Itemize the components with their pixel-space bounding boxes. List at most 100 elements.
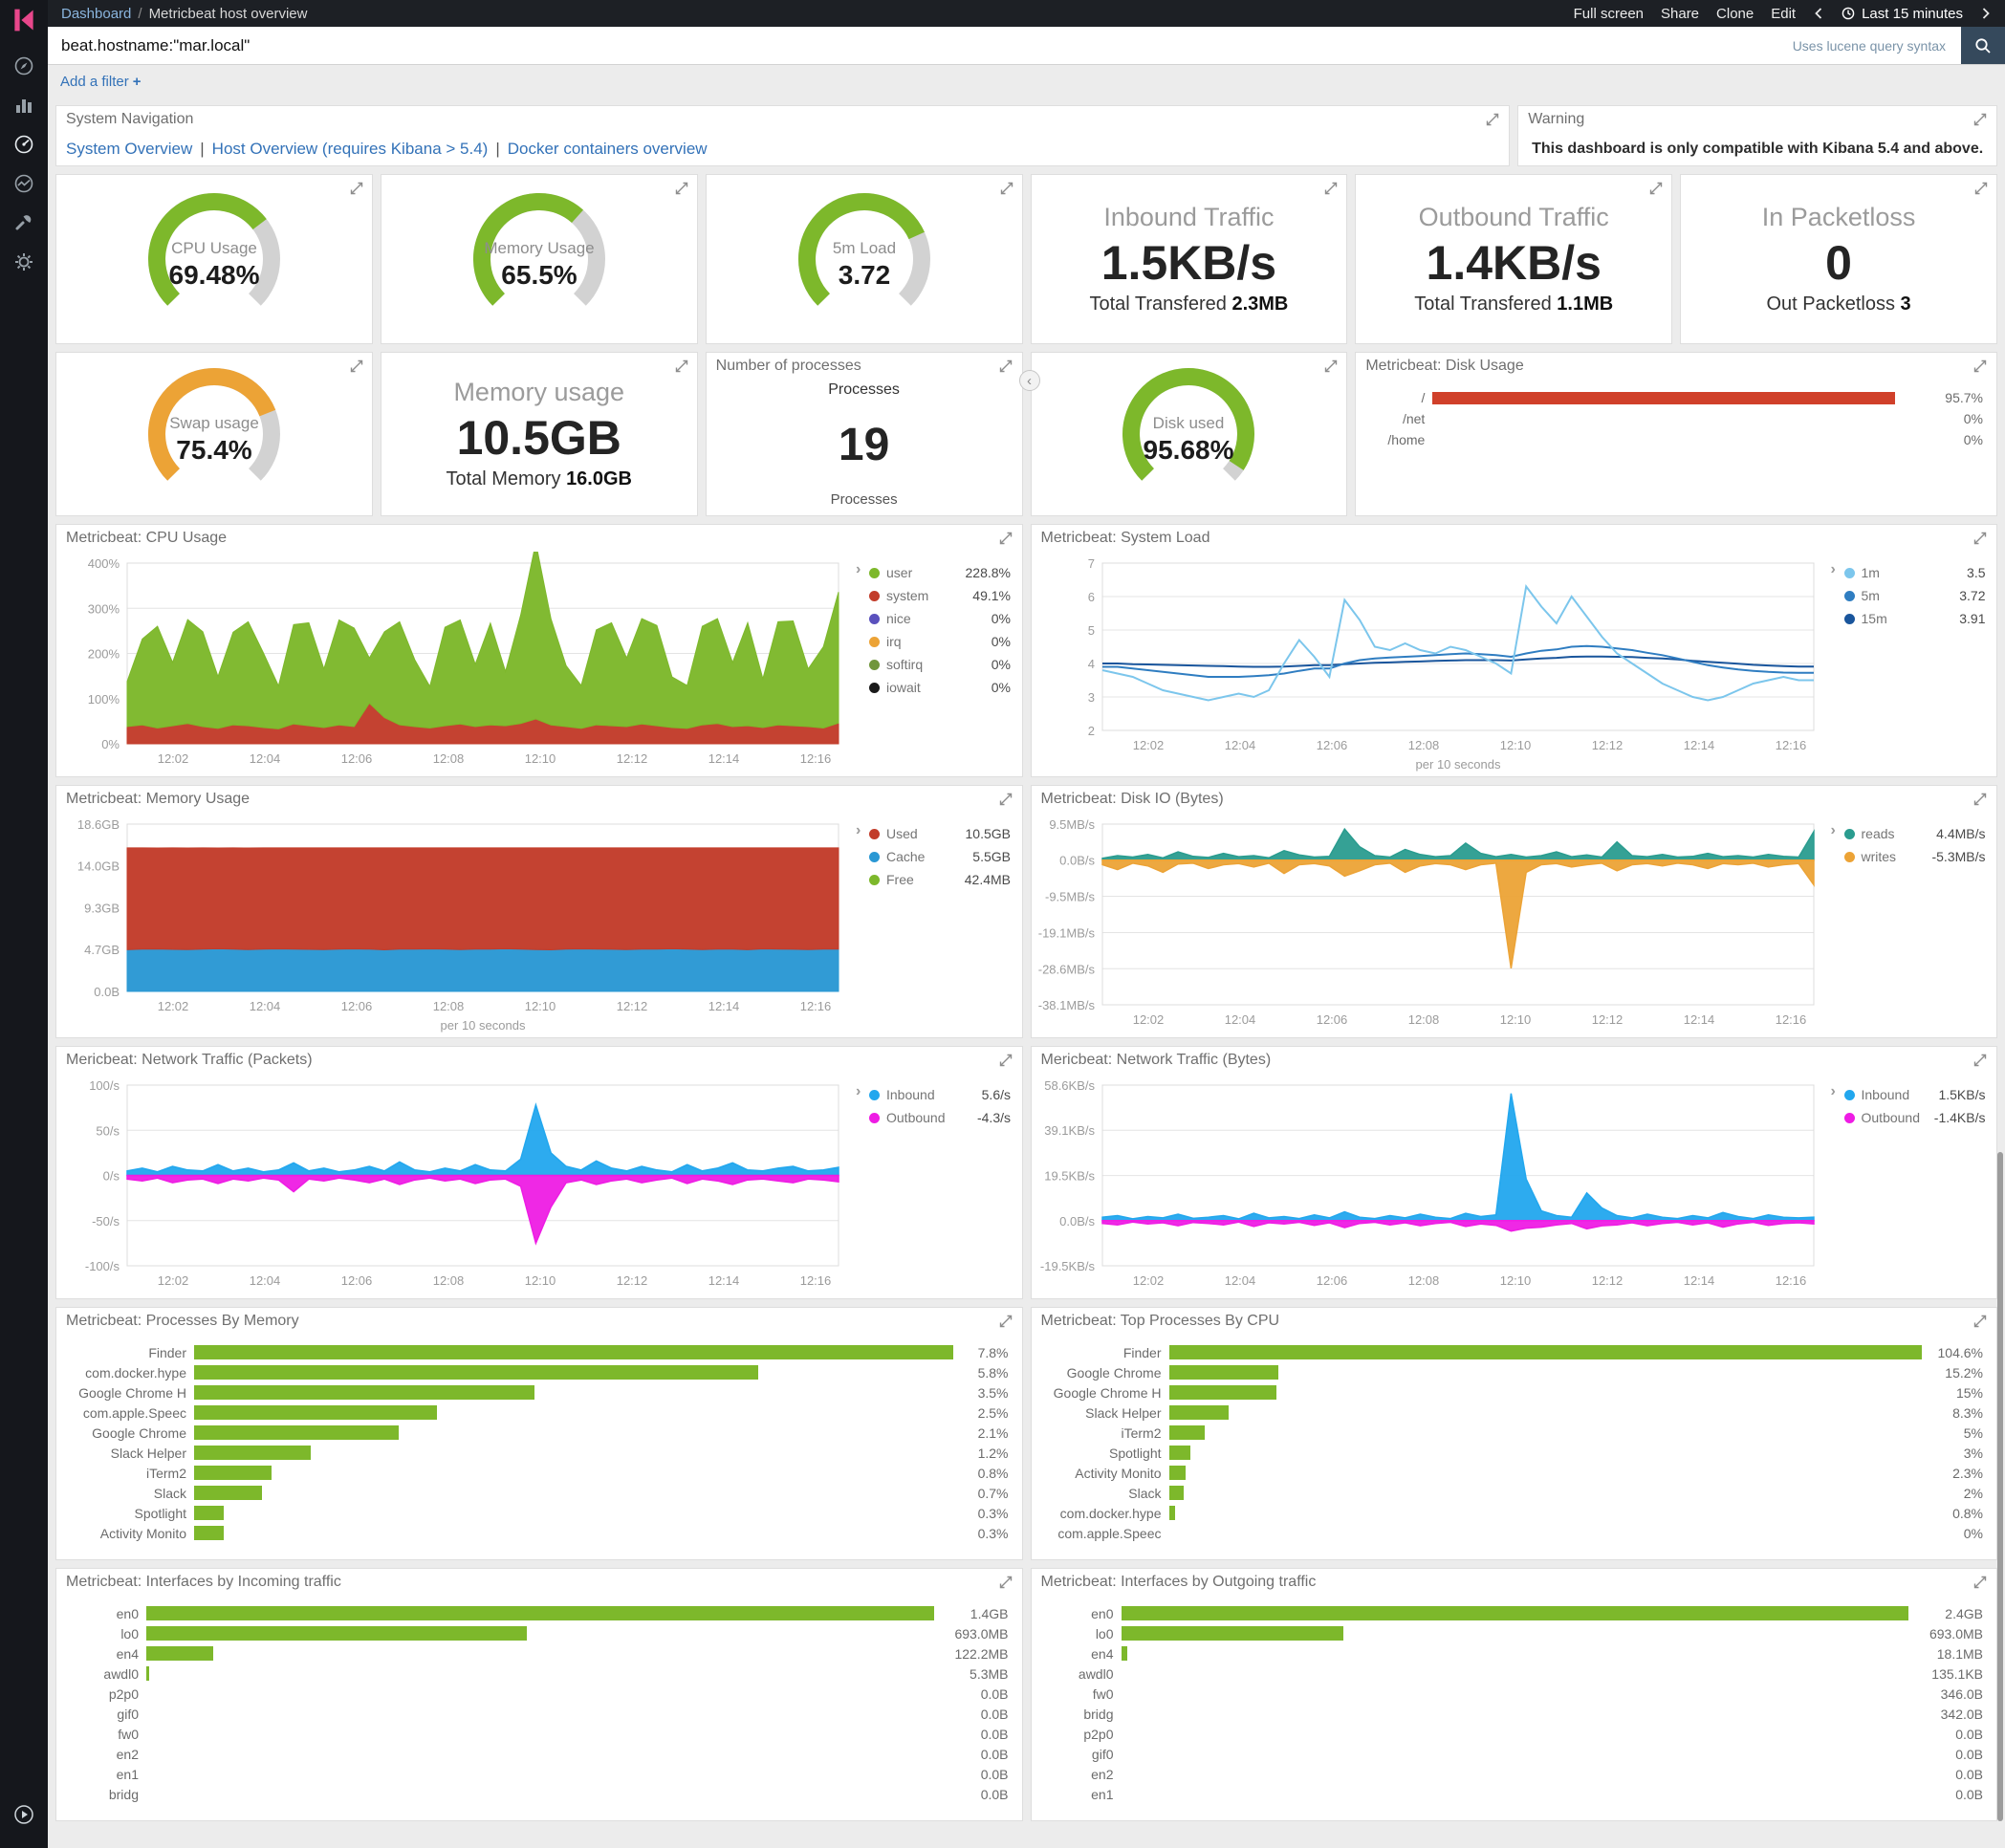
link-host-overview[interactable]: Host Overview (requires Kibana > 5.4) — [211, 140, 489, 158]
legend-toggle-icon[interactable]: › — [856, 1083, 861, 1099]
bar[interactable] — [194, 1446, 312, 1460]
expand-panel-icon[interactable] — [999, 1576, 1013, 1589]
legend-item[interactable]: nice 0% — [869, 607, 1011, 630]
legend-item[interactable]: Outbound -1.4KB/s — [1843, 1106, 1986, 1129]
expand-panel-icon[interactable] — [350, 359, 363, 373]
bar[interactable] — [1168, 1486, 1184, 1500]
bar[interactable] — [1168, 1506, 1175, 1520]
legend-item[interactable]: Used 10.5GB — [869, 822, 1011, 845]
management-gear-icon[interactable] — [11, 250, 36, 274]
expand-panel-icon[interactable] — [675, 359, 688, 373]
bar[interactable] — [194, 1425, 399, 1440]
bar[interactable] — [1121, 1626, 1343, 1641]
add-filter-link[interactable]: Add a filter + — [60, 73, 142, 90]
bar[interactable] — [194, 1345, 953, 1359]
legend-item[interactable]: 15m 3.91 — [1843, 607, 1986, 630]
legend-item[interactable]: system 49.1% — [869, 584, 1011, 607]
breadcrumb-dashboard-link[interactable]: Dashboard — [61, 5, 132, 22]
bar[interactable] — [1168, 1425, 1206, 1440]
expand-panel-icon[interactable] — [999, 793, 1013, 806]
link-system-overview[interactable]: System Overview — [66, 140, 193, 158]
bar[interactable] — [194, 1506, 224, 1520]
expand-panel-icon[interactable] — [1974, 182, 1988, 195]
bar[interactable] — [1168, 1466, 1186, 1480]
bar[interactable] — [1168, 1405, 1229, 1420]
expand-panel-icon[interactable] — [1973, 1576, 1987, 1589]
query-input[interactable] — [48, 35, 1793, 55]
bar[interactable] — [1168, 1365, 1278, 1380]
bar[interactable] — [194, 1405, 438, 1420]
kibana-logo[interactable] — [11, 7, 37, 38]
bar[interactable] — [1168, 1446, 1191, 1460]
link-docker-containers-overview[interactable]: Docker containers overview — [507, 140, 708, 158]
network-packets-plot[interactable]: 100/s 50/s 0/s -50/s -100/s 12:02 12:04 12:06 12… — [56, 1074, 852, 1298]
disk-io-plot[interactable]: 9.5MB/s 0.0B/s -9.5MB/s -19.1MB/s -28.6MB/s -… — [1032, 813, 1827, 1037]
legend-collapse-button[interactable]: ‹ — [1018, 370, 1040, 391]
legend-item[interactable]: softirq 0% — [869, 653, 1011, 676]
expand-panel-icon[interactable] — [1000, 182, 1013, 195]
bar[interactable] — [146, 1666, 150, 1681]
bar[interactable] — [1121, 1646, 1127, 1661]
bar[interactable] — [194, 1385, 535, 1400]
expand-panel-icon[interactable] — [675, 182, 688, 195]
legend-item[interactable]: Free 42.4MB — [869, 868, 1011, 891]
fullscreen-button[interactable]: Full screen — [1573, 5, 1644, 22]
legend-toggle-icon[interactable]: › — [1830, 561, 1836, 577]
time-forward-icon[interactable] — [1980, 7, 1992, 20]
memory-usage-plot[interactable]: 18.6GB 14.0GB 9.3GB 4.7GB 0.0B 12:02 12:04 12:0… — [56, 813, 852, 1037]
bar[interactable] — [194, 1526, 224, 1540]
legend-item[interactable]: 1m 3.5 — [1843, 561, 1986, 584]
legend-item[interactable]: reads 4.4MB/s — [1843, 822, 1986, 845]
bar[interactable] — [1168, 1385, 1277, 1400]
bar[interactable] — [146, 1606, 934, 1620]
expand-panel-icon[interactable] — [1324, 182, 1338, 195]
cpu-usage-plot[interactable]: 400% 300% 200% 100% 0% 12:02 12:04 12:06 12:08 12… — [56, 542, 852, 776]
legend-item[interactable]: 5m 3.72 — [1843, 584, 1986, 607]
expand-panel-icon[interactable] — [1324, 359, 1338, 373]
expand-panel-icon[interactable] — [999, 1054, 1013, 1067]
vertical-scrollbar[interactable] — [1997, 1152, 2003, 1821]
expand-panel-icon[interactable] — [1649, 182, 1663, 195]
bar[interactable] — [146, 1626, 528, 1641]
expand-panel-icon[interactable] — [1973, 532, 1987, 545]
time-picker[interactable]: Last 15 minutes — [1842, 6, 1963, 22]
bar[interactable] — [146, 1646, 214, 1661]
edit-button[interactable]: Edit — [1771, 5, 1797, 22]
visualize-icon[interactable] — [11, 93, 36, 118]
legend-item[interactable]: irq 0% — [869, 630, 1011, 653]
dashboard-icon[interactable] — [11, 132, 36, 157]
search-button[interactable] — [1961, 27, 2005, 64]
legend-toggle-icon[interactable]: › — [1830, 1083, 1836, 1099]
discover-icon[interactable] — [11, 54, 36, 78]
timelion-icon[interactable] — [11, 171, 36, 196]
lucene-syntax-link[interactable]: Uses lucene query syntax — [1792, 37, 1946, 54]
legend-item[interactable]: Outbound -4.3/s — [869, 1106, 1011, 1129]
network-bytes-plot[interactable]: 58.6KB/s 39.1KB/s 19.5KB/s 0.0B/s -19.5KB/s 1… — [1032, 1074, 1827, 1298]
expand-panel-icon[interactable] — [1973, 793, 1987, 806]
share-button[interactable]: Share — [1661, 5, 1700, 22]
expand-panel-icon[interactable] — [1973, 1315, 1987, 1328]
legend-item[interactable]: iowait 0% — [869, 676, 1011, 699]
legend-item[interactable]: Inbound 1.5KB/s — [1843, 1083, 1986, 1106]
legend-item[interactable]: user 228.8% — [869, 561, 1011, 584]
expand-panel-icon[interactable] — [1486, 113, 1499, 126]
expand-panel-icon[interactable] — [350, 182, 363, 195]
legend-item[interactable]: Inbound 5.6/s — [869, 1083, 1011, 1106]
bar[interactable] — [1168, 1345, 1922, 1359]
bar[interactable] — [194, 1466, 272, 1480]
legend-toggle-icon[interactable]: › — [856, 561, 861, 577]
bar[interactable] — [1432, 391, 1896, 404]
expand-panel-icon[interactable] — [999, 359, 1013, 373]
legend-item[interactable]: writes -5.3MB/s — [1843, 845, 1986, 868]
expand-panel-icon[interactable] — [999, 532, 1013, 545]
system-load-plot[interactable]: 7 6 5 4 3 2 12:02 12:04 12:06 12:08 12:10 12:12 12:1… — [1032, 552, 1827, 776]
expand-panel-icon[interactable] — [1973, 359, 1987, 373]
expand-panel-icon[interactable] — [1973, 1054, 1987, 1067]
collapse-sidebar-icon[interactable] — [12, 1803, 35, 1831]
clone-button[interactable]: Clone — [1716, 5, 1754, 22]
expand-panel-icon[interactable] — [999, 1315, 1013, 1328]
bar[interactable] — [1121, 1606, 1908, 1620]
dev-tools-icon[interactable] — [11, 210, 36, 235]
legend-toggle-icon[interactable]: › — [856, 822, 861, 838]
expand-panel-icon[interactable] — [1973, 113, 1987, 126]
